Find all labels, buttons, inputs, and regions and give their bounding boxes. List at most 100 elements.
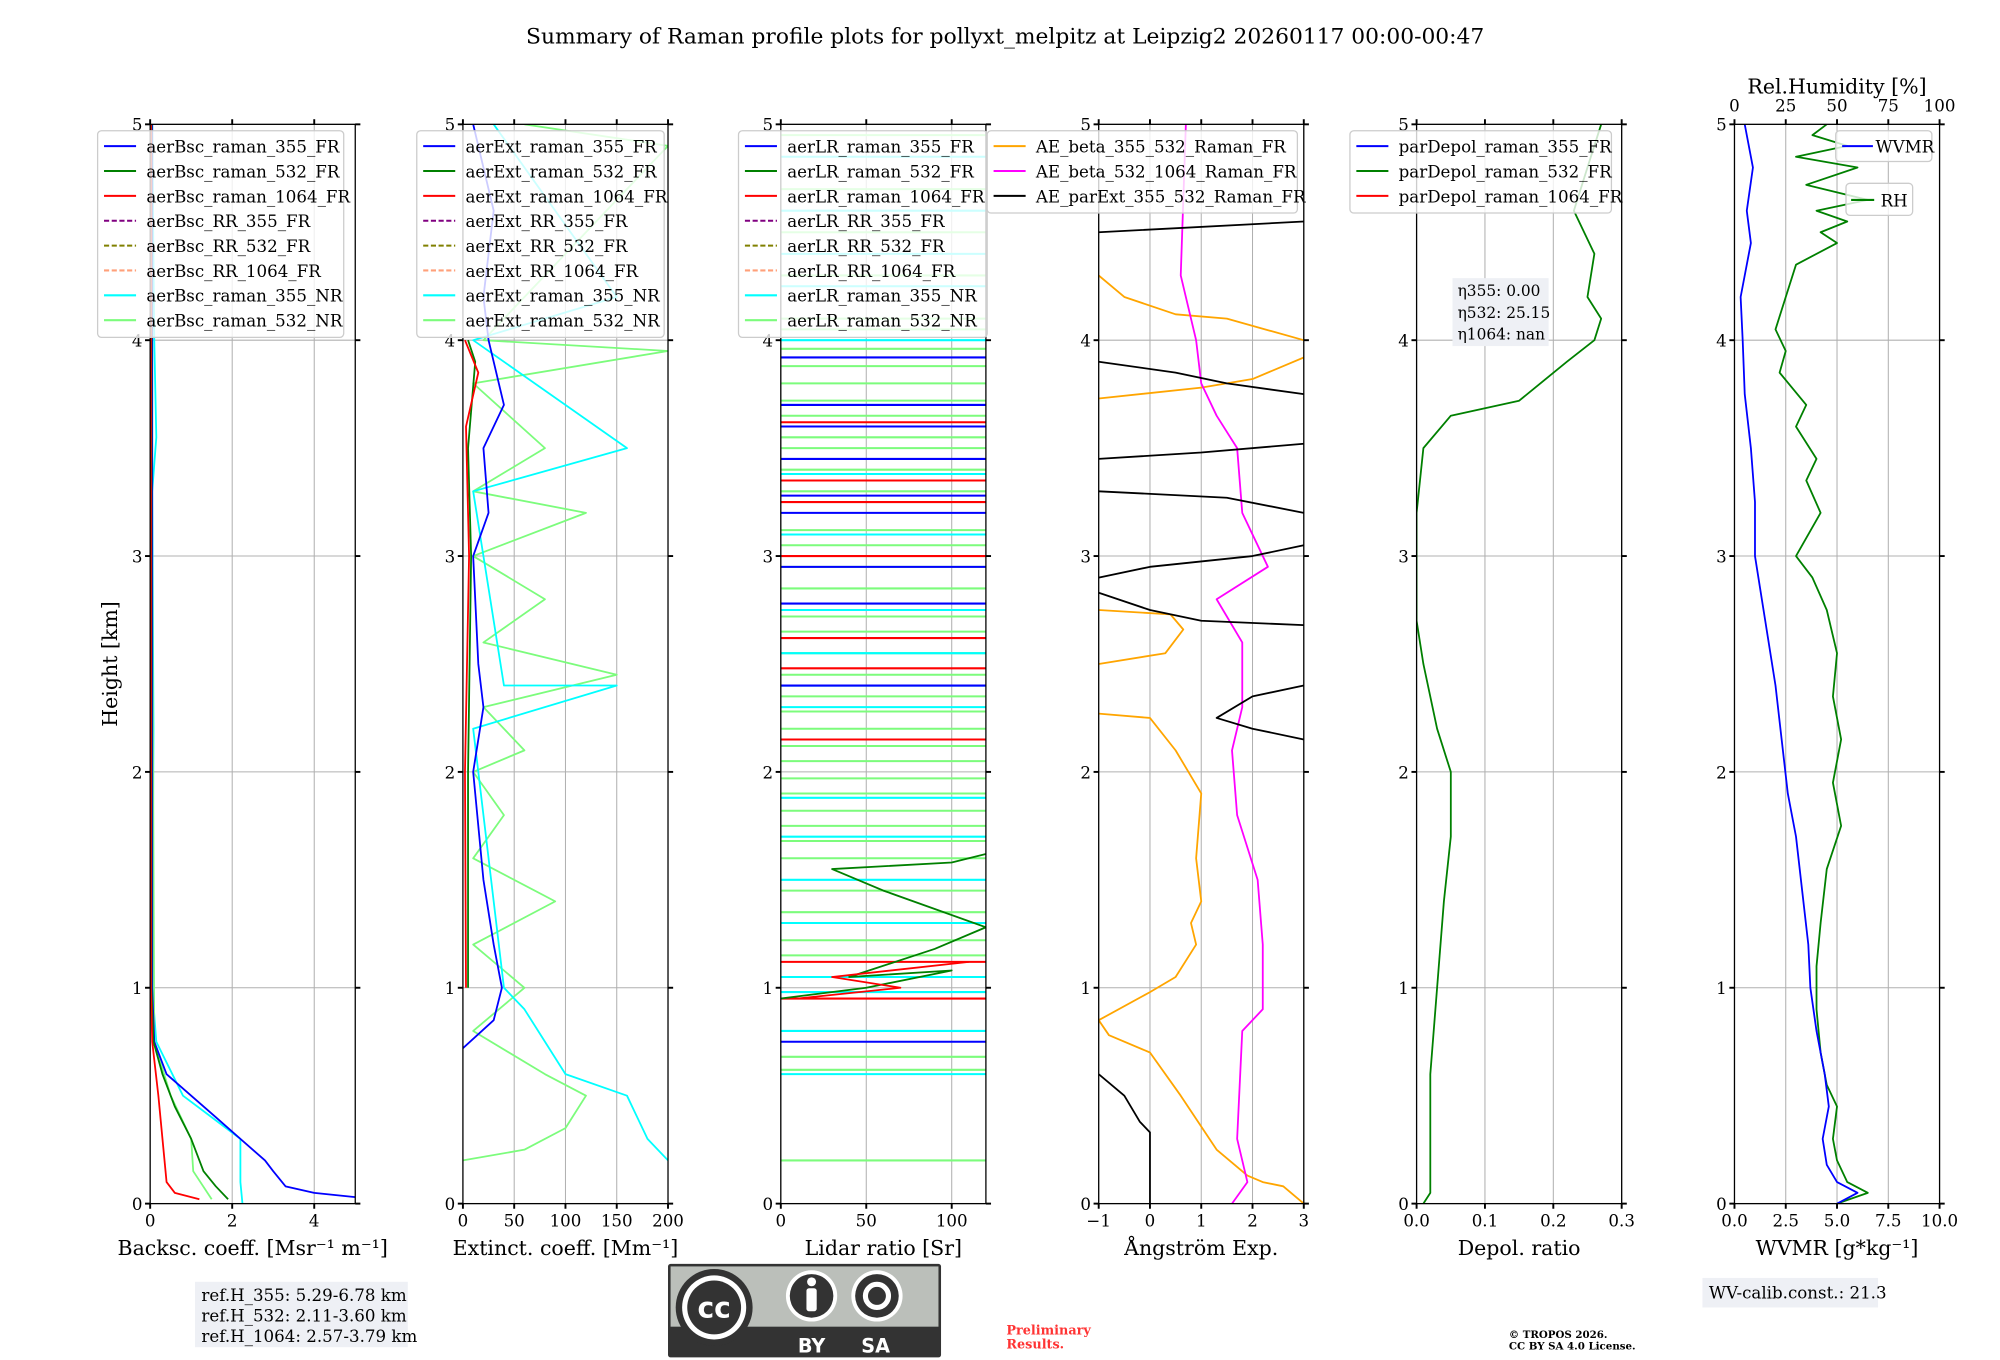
x-tick-label: 0.3 <box>1608 1212 1635 1231</box>
y-tick-label: 4 <box>763 332 774 351</box>
eta-355-value: η355: 0.00 <box>1458 282 1541 300</box>
figure-title: Summary of Raman profile plots for polly… <box>526 25 1484 50</box>
x-tick-label: 0.1 <box>1472 1212 1499 1231</box>
legend: aerLR_raman_355_FR aerLR_raman_532_FR aerL… <box>737 130 988 339</box>
y-tick-label: 3 <box>1716 547 1727 566</box>
legend-label: aerLR_raman_532_NR <box>787 312 977 331</box>
x2-axis-label: Rel.Humidity [%] <box>1747 75 1926 99</box>
x-tick-label: 0 <box>145 1212 156 1231</box>
legend-label: aerExt_raman_355_NR <box>465 287 660 306</box>
x-tick-label: −1 <box>1086 1212 1111 1231</box>
y-tick-label: 4 <box>1716 332 1727 351</box>
legend-label: parDepol_raman_532_FR <box>1399 162 1612 181</box>
x-tick-label: 50 <box>856 1212 877 1231</box>
eta-532-value: η532: 25.15 <box>1458 304 1551 322</box>
legend-box <box>96 130 345 339</box>
x-axis-label: Depol. ratio <box>1458 1236 1581 1260</box>
x-axis-label: WVMR [g*kg⁻¹] <box>1756 1236 1919 1260</box>
legend-label: aerBsc_RR_532_FR <box>146 237 310 256</box>
legend-label: aerExt_RR_532_FR <box>465 237 627 256</box>
y-tick-label: 1 <box>763 979 774 998</box>
x-tick-label: 2 <box>227 1212 238 1231</box>
legend-label: aerBsc_raman_532_FR <box>146 162 340 181</box>
ref-height-532: ref.H_532: 2.11-3.60 km <box>201 1307 406 1326</box>
legend-label: RH <box>1881 191 1908 210</box>
x2-tick-label: 25 <box>1775 97 1796 116</box>
x-tick-label: 0 <box>1145 1212 1156 1231</box>
legend-label: aerLR_raman_355_NR <box>787 287 977 306</box>
y-tick-label: 2 <box>1080 763 1091 782</box>
x-tick-label: 100 <box>936 1212 968 1231</box>
series-AE_beta_532_1064_Raman_FR <box>1179 124 1269 1204</box>
y-tick-label: 5 <box>1716 116 1727 135</box>
legend-label: aerBsc_raman_532_NR <box>146 312 343 331</box>
y-tick-label: 3 <box>132 547 143 566</box>
y-tick-label: 2 <box>445 763 456 782</box>
panel-5: 0 1 2 3 4 5 0.0 0.1 0.2 0.3 Depol. ratio parDepol_r… <box>1349 116 1635 1260</box>
series-aerExt_raman_355_NR <box>472 124 669 1162</box>
legend-box <box>737 130 988 339</box>
series-WVMR <box>1739 124 1859 1204</box>
y-tick-label: 4 <box>1398 332 1409 351</box>
x-tick-label: 50 <box>504 1212 525 1231</box>
wv-calibration-box: WV-calib.const.: 21.3 <box>1702 1277 1887 1308</box>
y-tick-label: 3 <box>445 547 456 566</box>
legend-label: aerExt_raman_532_NR <box>465 312 660 331</box>
x-tick-label: 3 <box>1298 1212 1309 1231</box>
x-tick-label: 7.5 <box>1875 1212 1902 1231</box>
legend: aerBsc_raman_355_FR aerBsc_raman_532_FRae… <box>96 130 350 339</box>
legend-label: aerLR_RR_355_FR <box>787 212 945 231</box>
legend-label: AE_beta_355_532_Raman_FR <box>1035 138 1286 157</box>
x2-tick-label: 0 <box>1729 97 1740 116</box>
x-tick-label: 10.0 <box>1921 1212 1958 1231</box>
license-by: BY <box>798 1334 827 1357</box>
y-tick-label: 3 <box>1080 547 1091 566</box>
x-tick-label: 1 <box>1196 1212 1207 1231</box>
y-tick-label: 5 <box>132 116 143 135</box>
y-tick-label: 1 <box>132 979 143 998</box>
legend-box <box>1349 130 1613 214</box>
x-axis-label: Ångström Exp. <box>1123 1235 1278 1260</box>
legend-label: aerBsc_raman_1064_FR <box>146 187 350 206</box>
plot-area <box>1739 124 1869 1204</box>
x-tick-label: 100 <box>550 1212 582 1231</box>
preliminary-note: Preliminary <box>1006 1323 1091 1338</box>
ref-height-355: ref.H_355: 5.29-6.78 km <box>201 1286 406 1305</box>
y-tick-label: 0 <box>1398 1195 1409 1214</box>
x-axis-label: Lidar ratio [Sr] <box>805 1236 962 1260</box>
x-tick-label: 2.5 <box>1772 1212 1799 1231</box>
series-aerExt_raman_532_NR <box>462 124 669 1162</box>
license-cc: cc <box>697 1292 730 1325</box>
legend-label: AE_beta_532_1064_Raman_FR <box>1035 162 1297 181</box>
copyright-note: © TROPOS 2026. <box>1509 1329 1608 1341</box>
legend-label: aerLR_raman_532_FR <box>787 162 974 181</box>
x-axis-label: Extinct. coeff. [Mm⁻¹] <box>453 1236 679 1260</box>
y-tick-label: 5 <box>1080 116 1091 135</box>
y-tick-label: 2 <box>132 763 143 782</box>
wv-calibration-constant: WV-calib.const.: 21.3 <box>1709 1283 1887 1302</box>
y-tick-label: 1 <box>445 979 456 998</box>
plot-area <box>1416 124 1603 1204</box>
legend-label: aerLR_RR_532_FR <box>787 237 945 256</box>
legend-label: WVMR <box>1875 138 1934 157</box>
y-tick-label: 3 <box>763 547 774 566</box>
legend-label: parDepol_raman_1064_FR <box>1399 187 1623 206</box>
legend-label: aerLR_raman_1064_FR <box>787 187 985 206</box>
y-tick-label: 4 <box>445 332 456 351</box>
x2-tick-label: 50 <box>1826 97 1847 116</box>
legend-box-wvmr <box>1835 130 1933 163</box>
y-axis-label: Height [km] <box>98 601 122 727</box>
legend-label: aerBsc_RR_1064_FR <box>146 262 321 281</box>
eta-1064-value: η1064: nan <box>1458 326 1545 344</box>
x-tick-label: 200 <box>652 1212 684 1231</box>
plot-area <box>1098 124 1304 1204</box>
axes-frame <box>149 123 356 1205</box>
reference-heights-box: ref.H_355: 5.29-6.78 km ref.H_532: 2.11-… <box>195 1281 417 1348</box>
y-tick-label: 5 <box>445 116 456 135</box>
x2-tick-label: 100 <box>1924 97 1956 116</box>
